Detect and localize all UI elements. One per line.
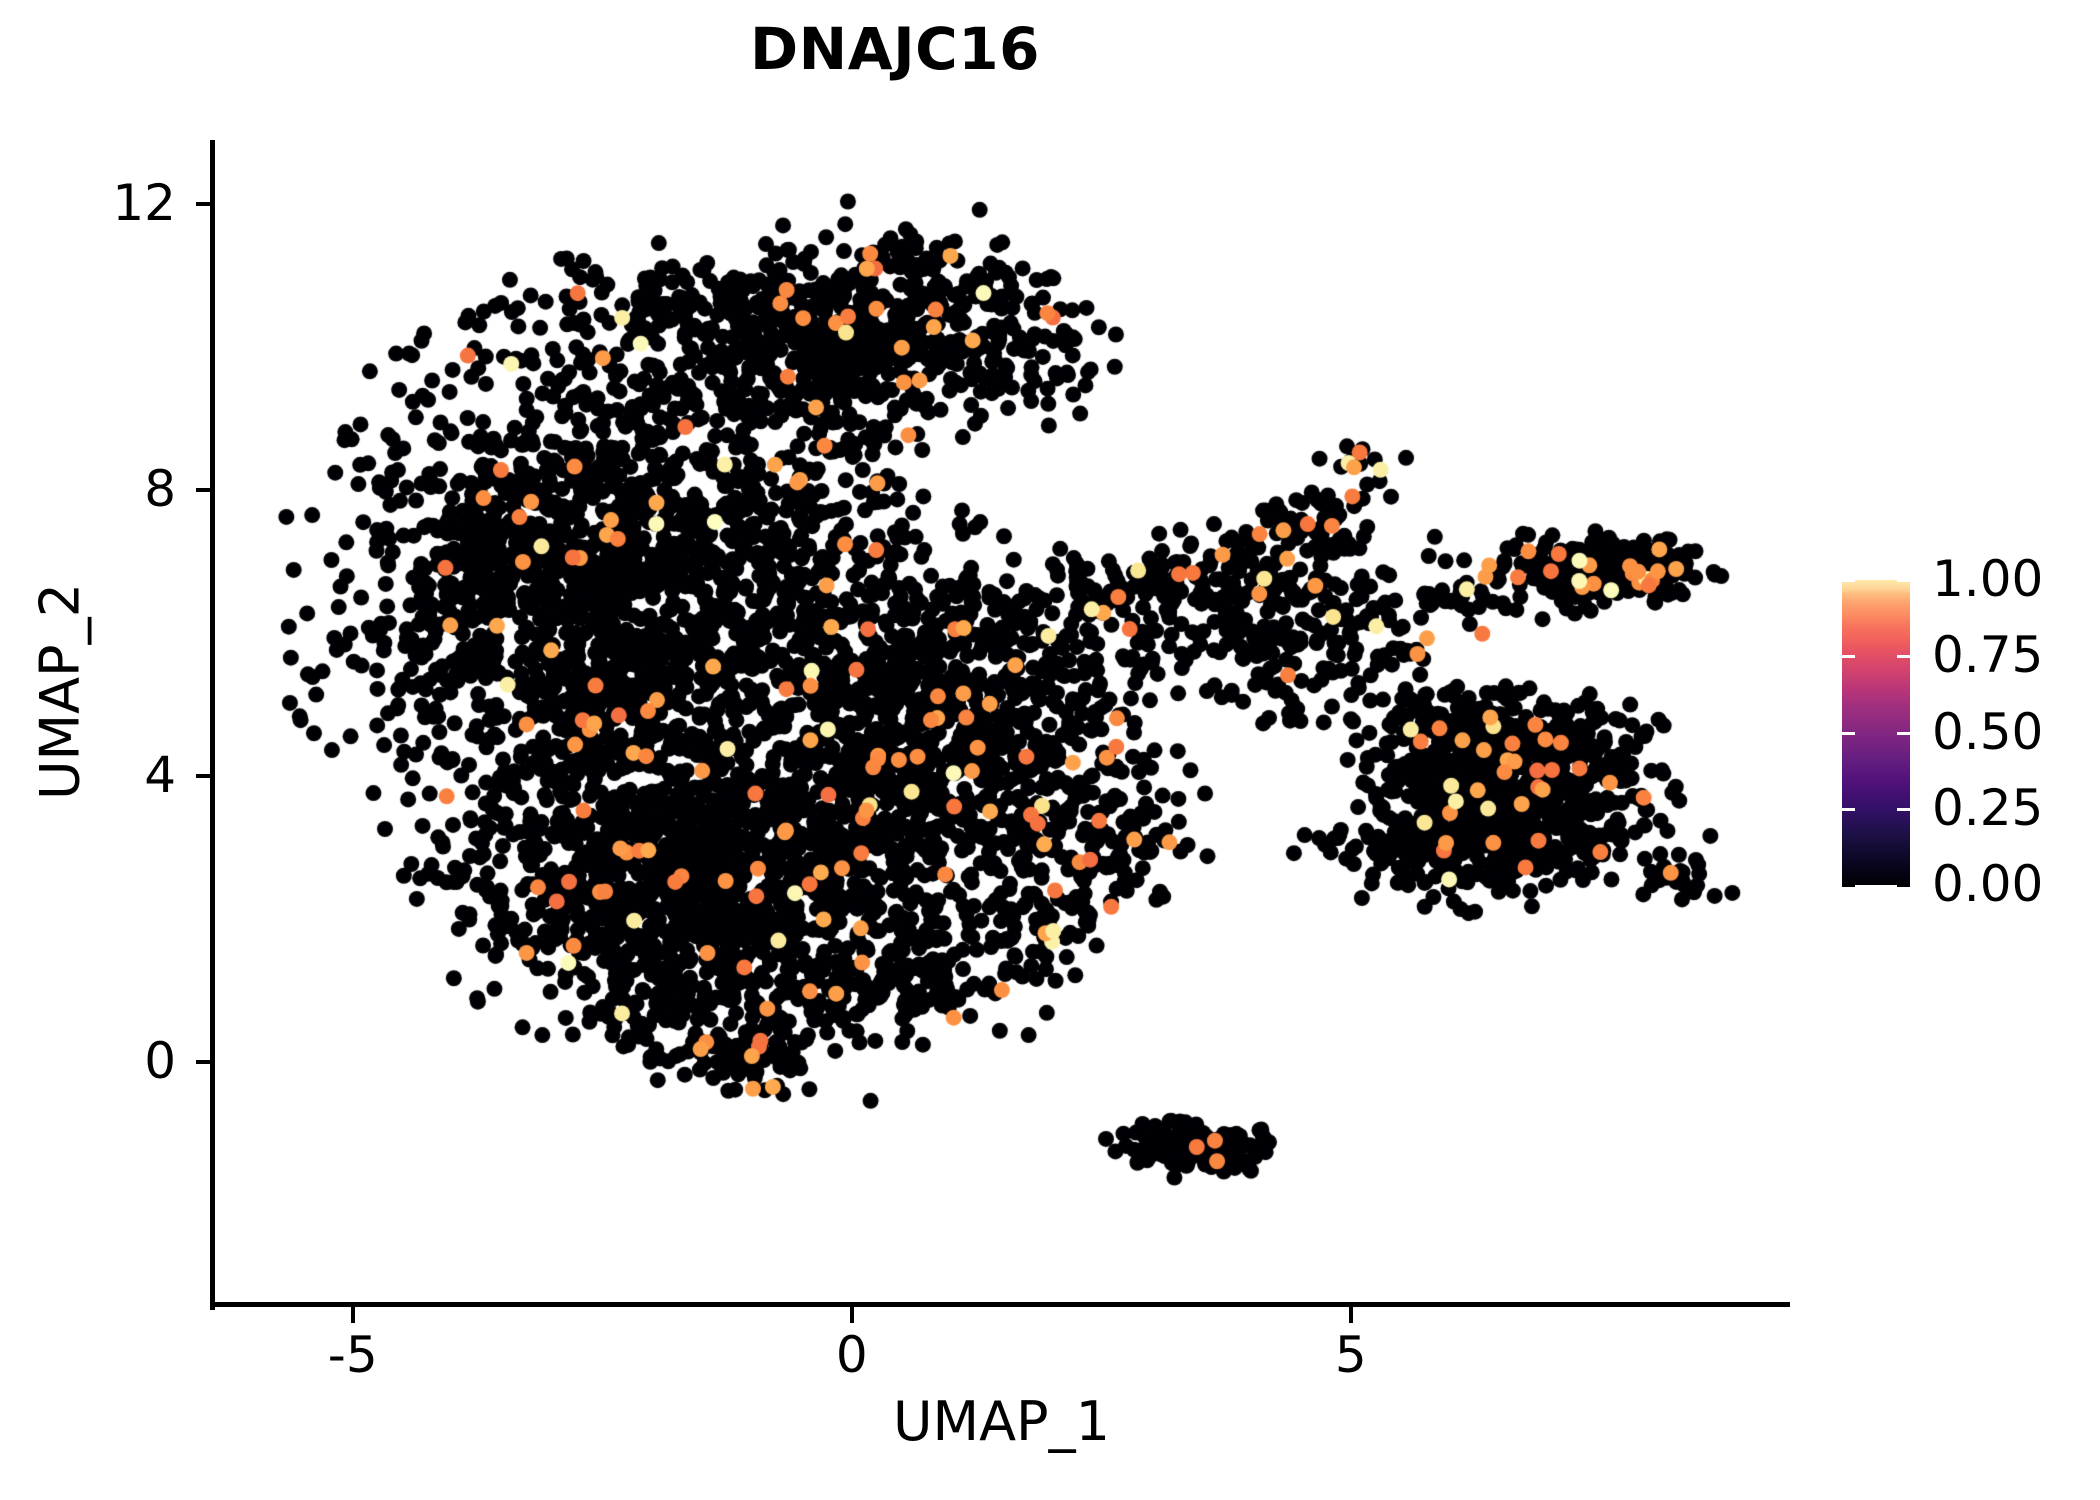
colorbar-tick-mark [1897, 884, 1910, 887]
colorbar-tick-mark [1842, 579, 1855, 582]
scatter-points-canvas [213, 140, 1790, 1305]
y-tick-mark [196, 774, 212, 779]
colorbar-tick-mark [1842, 655, 1855, 659]
y-axis-spine [210, 140, 215, 1310]
x-tick-mark [849, 1307, 854, 1323]
x-tick-mark [350, 1307, 355, 1323]
colorbar-tick-mark [1897, 655, 1910, 659]
colorbar-tick-mark [1842, 807, 1855, 811]
x-tick-label: -5 [327, 1326, 378, 1384]
y-tick-label: 4 [144, 746, 176, 805]
y-tick-label: 8 [144, 460, 176, 519]
colorbar-tick-mark [1897, 579, 1910, 582]
plot-area [213, 140, 1790, 1305]
y-tick-mark [196, 202, 212, 207]
colorbar-tick-mark [1842, 884, 1855, 887]
y-tick-mark [196, 488, 212, 493]
y-tick-label: 0 [144, 1031, 176, 1090]
colorbar-tick-label: 0.50 [1932, 702, 2044, 761]
y-tick-label: 12 [112, 174, 176, 233]
page-title: DNAJC16 [750, 15, 1040, 83]
x-tick-label: 0 [835, 1326, 868, 1384]
y-axis-label: UMAP_2 [28, 583, 92, 800]
colorbar-tick-label: 0.00 [1932, 855, 2044, 913]
x-tick-mark [1348, 1307, 1353, 1323]
x-tick-label: 5 [1334, 1326, 1367, 1384]
colorbar-tick-mark [1897, 807, 1910, 811]
y-tick-mark [196, 1059, 212, 1064]
x-axis-label: UMAP_1 [893, 1390, 1110, 1453]
colorbar-legend: 0.00 0.25 0.50 0.75 1.00 [1842, 554, 2092, 909]
colorbar-tick-mark [1897, 731, 1910, 735]
colorbar-tick-label: 1.00 [1932, 550, 2044, 608]
colorbar-tick-label: 0.25 [1932, 778, 2044, 837]
colorbar-tick-label: 0.75 [1932, 626, 2044, 685]
colorbar-tick-mark [1842, 731, 1855, 735]
